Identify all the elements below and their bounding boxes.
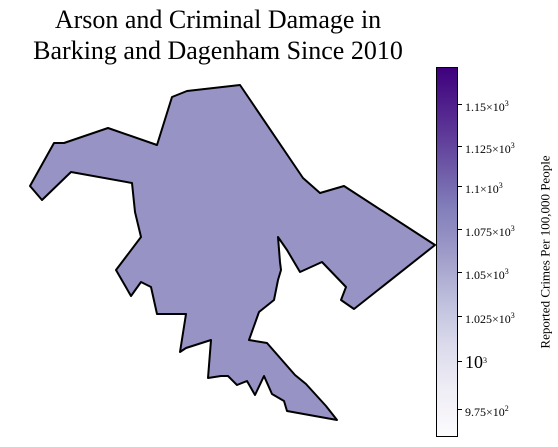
colorbar-tick-label: 1.05×103 xyxy=(465,267,509,282)
colorbar-tick xyxy=(458,316,462,317)
colorbar-tick xyxy=(458,186,462,187)
borough-map xyxy=(29,84,436,421)
colorbar-tick xyxy=(458,104,462,105)
map-title: Arson and Criminal Damage in Barking and… xyxy=(0,4,436,66)
colorbar-tick-label: 1.125×103 xyxy=(465,141,515,156)
colorbar xyxy=(436,67,458,437)
colorbar-tick-label: 103 xyxy=(465,352,487,372)
title-line-1: Arson and Criminal Damage in xyxy=(54,5,382,34)
colorbar-tick xyxy=(458,229,462,230)
title-line-2: Barking and Dagenham Since 2010 xyxy=(33,36,403,65)
colorbar-tick xyxy=(458,361,462,362)
colorbar-label-text: Reported Crimes Per 100,000 People xyxy=(537,155,553,349)
colorbar-tick-label: 9.75×102 xyxy=(465,404,509,419)
colorbar-tick-label: 1.025×103 xyxy=(465,311,515,326)
colorbar-tick xyxy=(458,272,462,273)
colorbar-tick-label: 1.1×103 xyxy=(465,181,503,196)
barking-dagenham-shape[interactable] xyxy=(29,84,436,421)
colorbar-tick-label: 1.15×103 xyxy=(465,99,509,114)
colorbar-tick xyxy=(458,146,462,147)
colorbar-tick xyxy=(458,409,462,410)
colorbar-tick-label: 1.075×103 xyxy=(465,224,515,239)
